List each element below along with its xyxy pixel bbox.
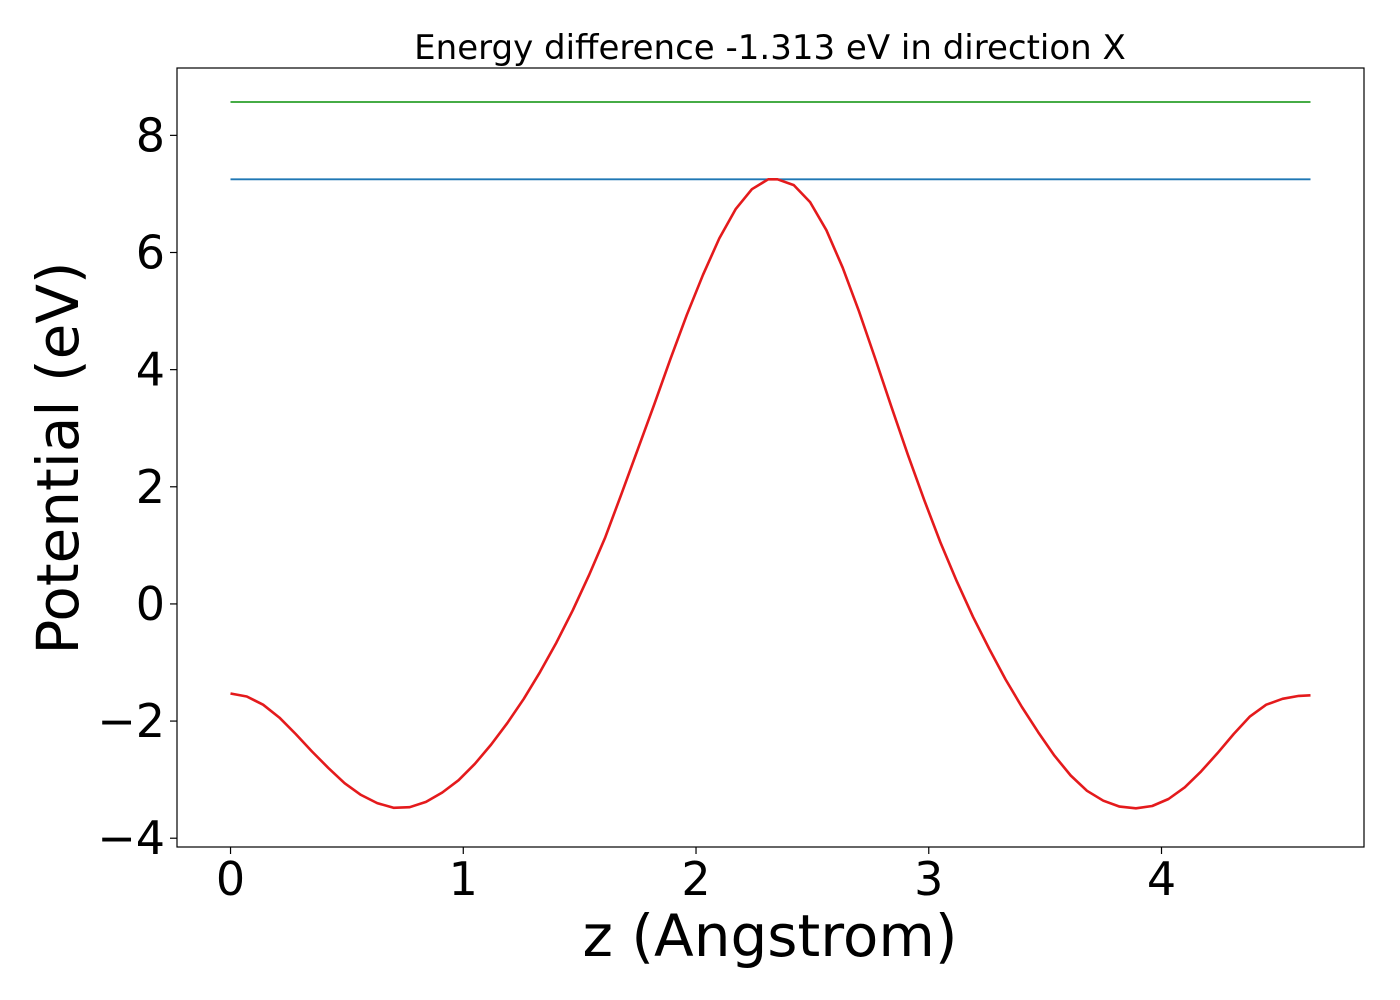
y-axis: −4 −2 0 2 4 6 8 xyxy=(97,108,177,865)
x-tick-label: 1 xyxy=(449,852,478,906)
x-tick-label: 4 xyxy=(1147,852,1176,906)
y-tick-label: 8 xyxy=(136,108,165,162)
y-tick-label: 6 xyxy=(136,226,165,280)
x-tick-label: 0 xyxy=(216,852,245,906)
y-tick-label: 0 xyxy=(136,577,165,631)
y-tick-label: 2 xyxy=(136,460,165,514)
series-line-3 xyxy=(230,178,1311,810)
x-tick-label: 2 xyxy=(681,852,710,906)
x-axis: 0 1 2 3 4 xyxy=(216,847,1176,906)
x-axis-label: z (Angstrom) xyxy=(583,902,958,970)
series-layer xyxy=(230,101,1311,810)
chart-title: Energy difference -1.313 eV in direction… xyxy=(414,28,1126,68)
y-tick-label: −2 xyxy=(97,694,165,748)
x-tick-label: 3 xyxy=(914,852,943,906)
y-axis-label: Potential (eV) xyxy=(24,261,92,654)
plot-frame xyxy=(176,67,1365,848)
y-tick-label: −4 xyxy=(97,811,165,865)
y-tick-label: 4 xyxy=(136,343,165,397)
